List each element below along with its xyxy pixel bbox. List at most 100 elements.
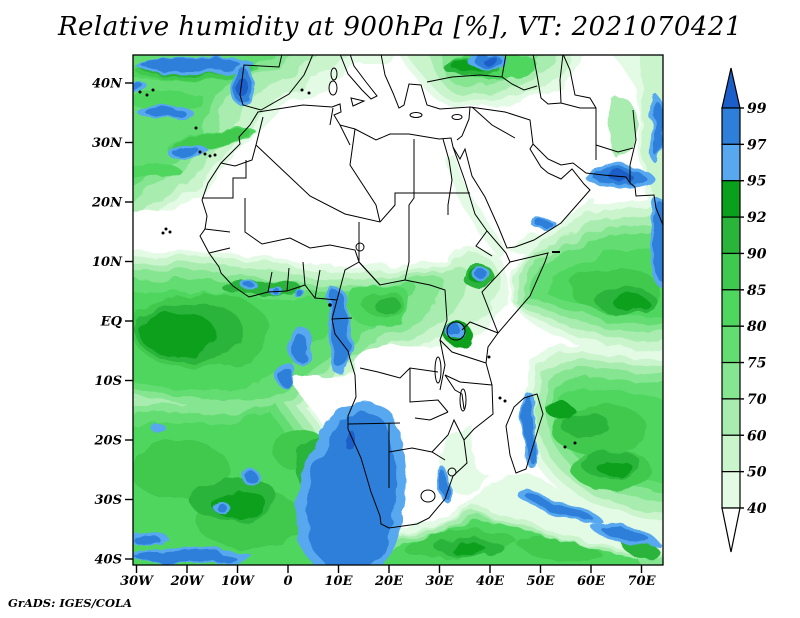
lat-tick-label: 40S <box>95 553 122 568</box>
island-dot <box>498 396 502 400</box>
island-dot <box>151 88 155 92</box>
island-dot <box>168 230 172 234</box>
axes: 40N 30N 20N 10N EQ 10S 20S 30S 40S 30W 20W 10W 0 10E 2… <box>91 77 657 590</box>
colorbar-segment <box>721 107 741 145</box>
coastline-border <box>358 261 406 286</box>
colorbar-arrow-top <box>721 67 741 109</box>
island-dot <box>145 93 149 97</box>
coastline-border <box>204 228 231 233</box>
coastline-border <box>349 128 381 223</box>
map-area <box>133 55 663 565</box>
island-dot <box>503 399 507 403</box>
coastline-border <box>208 247 231 254</box>
colorbar-segment <box>721 398 741 436</box>
coastline-border <box>414 411 449 421</box>
lon-tick-label: 30E <box>426 574 455 589</box>
colorbar-label: 75 <box>747 356 766 372</box>
colorbar-arrow-bottom <box>721 507 741 553</box>
coastline-border <box>475 230 493 257</box>
coastline-border <box>244 198 360 263</box>
lon-tick-label: 10E <box>325 574 354 589</box>
humidity-contour-region <box>296 291 304 297</box>
humidity-contour-region <box>612 294 648 310</box>
lat-tick-label: 20N <box>91 196 123 211</box>
lat-tick-label: EQ <box>100 315 123 330</box>
humidity-contour-region <box>135 551 235 563</box>
humidity-contour-region <box>448 325 462 337</box>
island-dot <box>194 126 198 130</box>
humidity-contour-region <box>330 290 350 367</box>
humidity-contour-region <box>305 411 397 565</box>
coastline-border <box>409 112 423 118</box>
colorbar-label: 97 <box>747 137 767 153</box>
coastline-border <box>469 106 534 145</box>
humidity-contour-region <box>525 398 537 463</box>
colorbar-segment <box>721 180 741 218</box>
colorbar-label: 95 <box>747 174 766 190</box>
lon-tick-label: 70E <box>628 574 657 589</box>
humidity-contour-region <box>535 219 551 227</box>
humidity-contour-region <box>133 81 142 89</box>
humidity-contour-region <box>140 312 216 356</box>
coastline-border <box>330 67 338 81</box>
colorbar-label: 99 <box>747 101 767 117</box>
humidity-contour-region <box>153 425 167 435</box>
coastline-border <box>339 124 351 146</box>
humidity-contour-region <box>245 473 259 483</box>
coastline-border <box>426 55 507 83</box>
coastline-border <box>439 339 487 364</box>
colorbar-label: 60 <box>747 428 767 444</box>
island-dot <box>573 441 577 445</box>
colorbar-segment <box>721 252 741 291</box>
map-frame <box>132 54 664 566</box>
humidity-contour-region <box>609 98 638 162</box>
lat-tick-label: 30N <box>92 136 123 151</box>
humidity-contour-region <box>546 402 574 418</box>
lon-tick-label: 0 <box>283 574 292 589</box>
colorbar: 99 97 95 92 90 85 80 75 70 60 50 40 <box>721 67 767 553</box>
humidity-contour-region <box>140 58 240 70</box>
humidity-contour-region <box>475 269 487 279</box>
humidity-contour-region <box>134 537 162 545</box>
humidity-contour-region <box>342 55 394 66</box>
coastline-border <box>420 489 436 503</box>
grads-credit: GrADS: IGES/COLA <box>8 596 132 610</box>
lon-tick-label: 10W <box>221 574 255 589</box>
coastline-border <box>532 143 663 226</box>
coastline-border <box>302 261 306 286</box>
coastline-border <box>501 76 538 91</box>
humidity-contour-region <box>508 200 598 253</box>
coastline-border <box>444 374 465 410</box>
island-dot <box>300 88 304 92</box>
plot-title: Relative humidity at 900hPa [%], VT: 202… <box>57 12 743 42</box>
coastline-border <box>409 368 449 413</box>
colorbar-segment <box>721 143 741 182</box>
lon-tick-label: 40E <box>476 574 505 589</box>
coastline-border <box>629 109 637 183</box>
colorbar-segment <box>721 216 741 255</box>
island-dot <box>164 227 168 231</box>
lon-tick-label: 20E <box>374 574 404 589</box>
coastline-border <box>336 261 360 301</box>
lat-tick-label: 10S <box>95 374 122 389</box>
humidity-contour-region <box>601 528 653 544</box>
map-outlines <box>199 55 663 529</box>
coastline-border <box>505 393 544 474</box>
coastline-border <box>202 160 247 199</box>
coastline-border <box>331 317 353 320</box>
coastline-border <box>444 374 493 386</box>
coastline-border <box>347 422 401 425</box>
colorbar-label: 85 <box>747 283 766 299</box>
colorbar-segment <box>721 289 741 327</box>
colorbar-segment <box>721 471 741 509</box>
colorbar-segment <box>721 325 741 364</box>
island-dot <box>307 91 311 95</box>
coastline-border <box>447 467 457 477</box>
humidity-contour-region <box>560 413 610 437</box>
lon-tick-label: 50E <box>527 574 556 589</box>
humidity-contour-region <box>597 460 633 476</box>
coastline-border <box>328 80 338 96</box>
colorbar-label: 70 <box>747 392 767 408</box>
coastline-border <box>446 321 466 341</box>
